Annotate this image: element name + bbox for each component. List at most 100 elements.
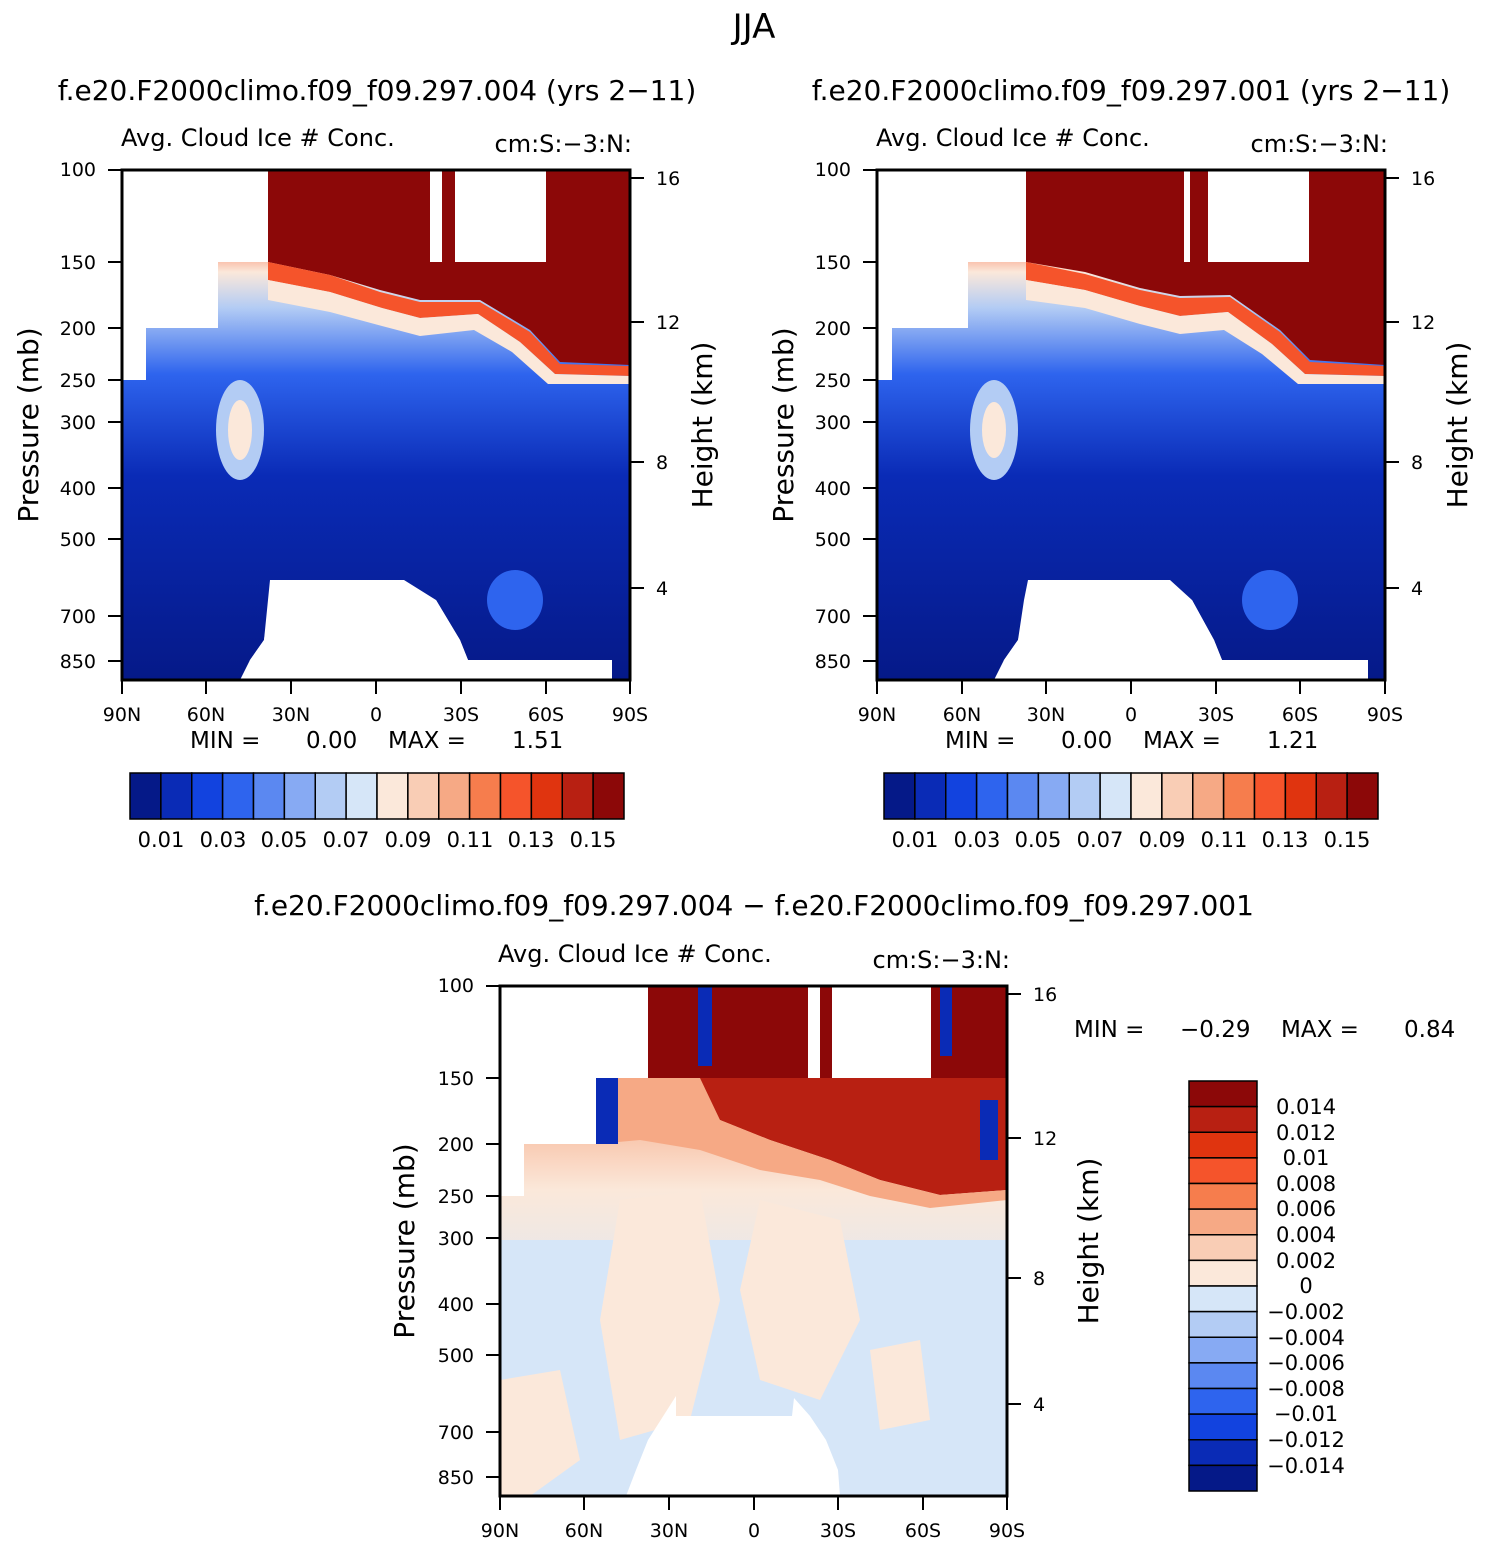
colorbar-boxes	[129, 772, 625, 820]
colorbar-label: 0.006	[1276, 1197, 1336, 1221]
max-label: MAX =	[1143, 728, 1221, 754]
colorbar-box	[592, 772, 625, 820]
y2-axis-label: Height (km)	[1072, 1158, 1105, 1325]
warm-streaks	[500, 1190, 930, 1496]
colorbar-label: 0.13	[508, 828, 555, 852]
y2-axis-label: Height (km)	[686, 342, 719, 509]
colorbar-box	[1188, 1234, 1258, 1262]
y-axis-label: Pressure (mb)	[12, 327, 45, 522]
x-tick-label: 30N	[650, 1520, 688, 1542]
x-tick-label: 30N	[272, 704, 310, 726]
x-axis: 90N 60N 30N 0 30S 60S 90S	[103, 704, 648, 726]
colorbar: 0.014 0.012 0.01 0.008 0.006 0.004 0.002…	[1188, 1080, 1345, 1492]
min-max-label: MIN = 0.00 MAX = 1.21	[945, 728, 1318, 754]
colorbar-box	[407, 772, 440, 820]
y-tick-label: 500	[60, 529, 96, 551]
y-tick-label: 150	[815, 252, 851, 274]
colorbar-label: 0.012	[1276, 1121, 1336, 1145]
colorbar-box	[883, 772, 916, 820]
colorbar-box	[1284, 772, 1317, 820]
plot-units: cm:S:−3:N:	[1251, 130, 1388, 158]
x-tick-label: 60S	[528, 704, 564, 726]
panel-top-left: f.e20.F2000climo.f09_f09.297.004 (yrs 2−…	[12, 74, 719, 852]
colorbar-box	[376, 772, 409, 820]
colorbar-box	[468, 772, 502, 820]
colorbar-box	[1161, 772, 1194, 820]
y-ticks	[863, 169, 1399, 694]
y2-axis-label: Height (km)	[1441, 342, 1474, 509]
colorbar-box	[438, 772, 471, 820]
colorbar-box	[1068, 772, 1101, 820]
colorbar-box	[191, 772, 224, 820]
y-axis: 100 150 200 250 300 400 500 700 850	[438, 975, 474, 1489]
colorbar-box	[1188, 1310, 1258, 1338]
colorbar-box	[314, 772, 347, 820]
y-axis: 100 150 200 250 300 400 500 700 850	[815, 159, 851, 673]
y-tick-label: 300	[438, 1228, 474, 1250]
panel-top-right: f.e20.F2000climo.f09_f09.297.001 (yrs 2−…	[767, 74, 1474, 852]
y-ticks	[108, 169, 644, 694]
x-tick-label: 0	[1125, 704, 1137, 726]
plot-area	[120, 168, 632, 682]
x-tick-label: 60N	[943, 704, 981, 726]
plot-units: cm:S:−3:N:	[873, 946, 1010, 974]
colorbar-label: 0.03	[200, 828, 247, 852]
missing-regions	[500, 986, 931, 1496]
plot-area	[498, 984, 1009, 1498]
y2-tick-label: 16	[656, 168, 680, 190]
x-tick-label: 90S	[989, 1520, 1025, 1542]
colorbar-box	[129, 772, 162, 820]
colorbar-box	[1188, 1182, 1258, 1210]
colorbar-box	[945, 772, 978, 820]
min-max-label: MIN = 0.00 MAX = 1.51	[190, 728, 563, 754]
colorbar-label: 0.15	[570, 828, 617, 852]
y-axis-label: Pressure (mb)	[767, 327, 800, 522]
y-tick-label: 400	[438, 1294, 474, 1316]
colorbar-label: 0.13	[1262, 828, 1309, 852]
colorbar-box	[1188, 1336, 1258, 1364]
colorbar-box	[1188, 1285, 1258, 1313]
colorbar-label: 0.05	[1015, 828, 1062, 852]
max-value: 1.21	[1267, 728, 1318, 754]
x-tick-label: 30S	[443, 704, 479, 726]
x-tick-label: 90N	[481, 1520, 519, 1542]
colorbar-box	[1188, 1387, 1258, 1415]
colorbar-box	[914, 772, 947, 820]
colorbar-label: −0.01	[1274, 1402, 1338, 1426]
min-value: 0.00	[306, 728, 357, 754]
y-tick-label: 700	[438, 1422, 474, 1444]
y-axis: 100 150 200 250 300 400 500 700 850	[60, 159, 96, 673]
colorbar-label: 0.07	[1077, 828, 1124, 852]
plot-title: Avg. Cloud Ice # Conc.	[498, 940, 772, 968]
y-tick-label: 200	[60, 318, 96, 340]
y-tick-label: 250	[815, 370, 851, 392]
colorbar-box	[1188, 1464, 1258, 1492]
y2-tick-label: 12	[1033, 1128, 1057, 1150]
x-tick-label: 90S	[612, 704, 648, 726]
y2-tick-label: 8	[1411, 452, 1423, 474]
colorbar-label: 0.014	[1276, 1095, 1336, 1119]
cool-streaks	[596, 986, 998, 1160]
plot-area	[875, 168, 1387, 682]
y2-tick-label: 8	[656, 452, 668, 474]
colorbar-box	[1188, 1259, 1258, 1287]
convective-core-center	[982, 402, 1006, 458]
missing-regions	[877, 170, 1309, 680]
y2-axis: 16 12 8 4	[656, 168, 680, 600]
missing-regions	[122, 170, 546, 680]
panel-bottom: f.e20.F2000climo.f09_f09.297.004 − f.e20…	[254, 889, 1455, 1542]
colorbar-box	[1188, 1439, 1258, 1467]
y-tick-label: 150	[438, 1068, 474, 1090]
x-axis: 90N 60N 30N 0 30S 60S 90S	[858, 704, 1403, 726]
colorbar-box	[1188, 1157, 1258, 1185]
x-tick-label: 90N	[858, 704, 896, 726]
colorbar-box	[345, 772, 378, 820]
colorbar-box	[1315, 772, 1348, 820]
colorbar-box	[1253, 772, 1287, 820]
y-tick-label: 850	[815, 651, 851, 673]
y-tick-label: 100	[815, 159, 851, 181]
y2-tick-label: 8	[1033, 1268, 1045, 1290]
colorbar-box	[1130, 772, 1163, 820]
y-axis-label: Pressure (mb)	[388, 1143, 421, 1338]
colorbar-label: 0.05	[261, 828, 308, 852]
